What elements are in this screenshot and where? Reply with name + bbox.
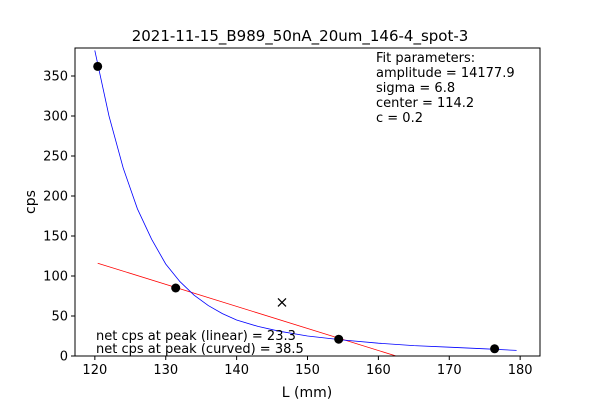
plot-area — [93, 50, 517, 356]
x-tick-label: 130 — [153, 363, 178, 378]
x-axis-label: L (mm) — [282, 385, 332, 400]
x-tick-label: 140 — [224, 363, 249, 378]
x-tick-label: 170 — [437, 363, 462, 378]
y-tick-label: 0 — [60, 350, 68, 365]
peak-x-stroke — [277, 297, 287, 307]
y-tick-label: 100 — [43, 270, 68, 285]
peak-x-marker — [277, 297, 287, 307]
data-point — [490, 344, 500, 354]
y-tick-label: 250 — [43, 150, 68, 165]
x-tick-label: 180 — [508, 363, 533, 378]
data-point — [171, 283, 181, 293]
plot-frame — [74, 47, 541, 357]
net-cps-annotation: net cps at peak (linear) = 23.3 net cps … — [96, 329, 304, 357]
x-tick-label: 160 — [366, 363, 391, 378]
fit-param-line: c = 0.2 — [376, 111, 423, 126]
fit-curve-line — [94, 50, 517, 351]
y-tick-label: 350 — [43, 70, 68, 85]
x-tick-label: 150 — [295, 363, 320, 378]
data-point — [93, 61, 103, 71]
fit-param-line: sigma = 6.8 — [376, 81, 455, 96]
net-cps-linear: net cps at peak (linear) = 23.3 — [96, 329, 296, 344]
x-axis: 120 130 140 150 160 170 180 — [82, 356, 533, 378]
fit-parameters-annotation: Fit parameters: amplitude = 14177.9 sigm… — [376, 51, 515, 126]
y-tick-label: 200 — [43, 190, 68, 205]
x-tick-label: 120 — [82, 363, 107, 378]
data-point — [334, 334, 344, 344]
y-axis-label: cps — [23, 190, 39, 214]
y-tick-label: 50 — [51, 310, 68, 325]
net-cps-curved: net cps at peak (curved) = 38.5 — [96, 342, 304, 357]
y-axis: 0 50 100 150 200 250 300 350 — [43, 70, 75, 365]
y-tick-label: 300 — [43, 110, 68, 125]
chart-title: 2021-11-15_B989_50nA_20um_146-4_spot-3 — [132, 27, 469, 46]
fit-param-line: amplitude = 14177.9 — [376, 66, 515, 81]
y-tick-label: 150 — [43, 230, 68, 245]
fit-param-line: center = 114.2 — [376, 96, 474, 111]
fit-param-line: Fit parameters: — [376, 51, 475, 66]
